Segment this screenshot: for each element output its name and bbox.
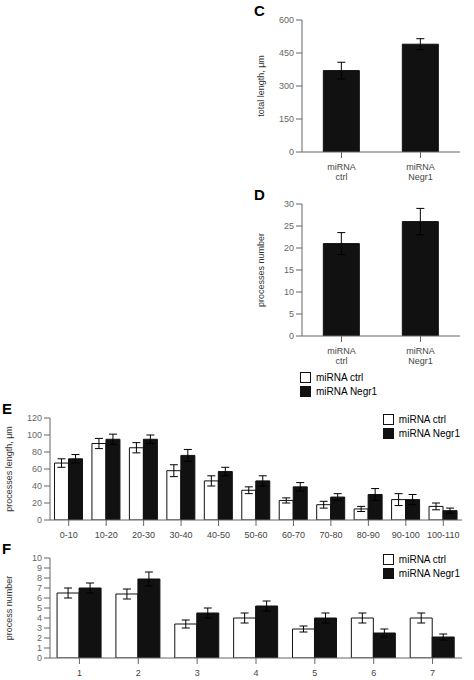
svg-text:50-60: 50-60 bbox=[244, 530, 267, 540]
svg-text:5: 5 bbox=[289, 309, 294, 319]
svg-text:20-30: 20-30 bbox=[132, 530, 155, 540]
svg-text:process number: process number bbox=[8, 576, 14, 641]
svg-text:20: 20 bbox=[284, 243, 294, 253]
svg-text:80: 80 bbox=[32, 447, 42, 457]
svg-text:300: 300 bbox=[279, 81, 294, 91]
svg-text:miRNANegr1: miRNANegr1 bbox=[406, 162, 435, 182]
svg-text:4: 4 bbox=[253, 668, 258, 678]
svg-text:processes number: processes number bbox=[256, 233, 266, 307]
svg-text:8: 8 bbox=[37, 573, 42, 583]
svg-text:miRNActrl: miRNActrl bbox=[327, 346, 356, 366]
svg-text:90-100: 90-100 bbox=[392, 530, 420, 540]
svg-text:10-20: 10-20 bbox=[95, 530, 118, 540]
svg-text:40: 40 bbox=[32, 481, 42, 491]
svg-text:0: 0 bbox=[37, 515, 42, 525]
html-text:miRNA Negr1: miRNA Negr1 bbox=[316, 386, 378, 397]
svg-text:10: 10 bbox=[284, 287, 294, 297]
svg-text:80-90: 80-90 bbox=[357, 530, 380, 540]
svg-text:40-50: 40-50 bbox=[207, 530, 230, 540]
svg-text:1: 1 bbox=[37, 643, 42, 653]
svg-text:10: 10 bbox=[32, 553, 42, 563]
svg-text:60-70: 60-70 bbox=[282, 530, 305, 540]
html-text:miRNA ctrl: miRNA ctrl bbox=[398, 554, 447, 565]
svg-text:600: 600 bbox=[279, 15, 294, 25]
svg-text:0: 0 bbox=[289, 147, 294, 157]
html-text:miRNA ctrl: miRNA ctrl bbox=[316, 372, 364, 383]
svg-text:total length, μm: total length, μm bbox=[256, 55, 266, 117]
svg-text:100-110: 100-110 bbox=[427, 530, 459, 540]
html-text:miRNA Negr1: miRNA Negr1 bbox=[398, 428, 460, 439]
svg-text:0: 0 bbox=[37, 653, 42, 663]
svg-text:25: 25 bbox=[284, 221, 294, 231]
svg-text:7: 7 bbox=[37, 583, 42, 593]
html-text:miRNA Negr1: miRNA Negr1 bbox=[398, 568, 460, 579]
html-text:C: C bbox=[254, 2, 265, 19]
svg-text:5: 5 bbox=[37, 603, 42, 613]
html-text:D: D bbox=[254, 186, 265, 203]
svg-text:2: 2 bbox=[136, 668, 141, 678]
svg-text:3: 3 bbox=[37, 623, 42, 633]
svg-text:3: 3 bbox=[195, 668, 200, 678]
svg-text:6: 6 bbox=[37, 593, 42, 603]
svg-text:processes length, μm: processes length, μm bbox=[8, 426, 14, 512]
svg-text:6: 6 bbox=[371, 668, 376, 678]
svg-text:30-40: 30-40 bbox=[170, 530, 193, 540]
svg-text:4: 4 bbox=[37, 613, 42, 623]
svg-text:60: 60 bbox=[32, 464, 42, 474]
svg-text:120: 120 bbox=[27, 413, 42, 423]
svg-text:2: 2 bbox=[37, 633, 42, 643]
svg-text:15: 15 bbox=[284, 265, 294, 275]
svg-text:100: 100 bbox=[27, 430, 42, 440]
html-text:F: F bbox=[2, 540, 12, 557]
svg-text:7: 7 bbox=[430, 668, 435, 678]
html-text:E: E bbox=[2, 400, 12, 417]
svg-text:30: 30 bbox=[284, 199, 294, 209]
svg-text:150: 150 bbox=[279, 114, 294, 124]
html-text:miRNA ctrl: miRNA ctrl bbox=[398, 414, 447, 425]
svg-text:70-80: 70-80 bbox=[319, 530, 342, 540]
svg-text:9: 9 bbox=[37, 563, 42, 573]
svg-text:450: 450 bbox=[279, 48, 294, 58]
svg-text:5: 5 bbox=[312, 668, 317, 678]
svg-text:miRNActrl: miRNActrl bbox=[327, 162, 356, 182]
svg-text:miRNANegr1: miRNANegr1 bbox=[406, 346, 435, 366]
svg-text:1: 1 bbox=[77, 668, 82, 678]
svg-text:0-10: 0-10 bbox=[60, 530, 78, 540]
svg-text:20: 20 bbox=[32, 498, 42, 508]
svg-text:0: 0 bbox=[289, 331, 294, 341]
